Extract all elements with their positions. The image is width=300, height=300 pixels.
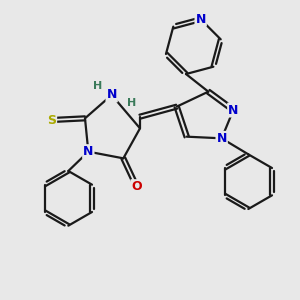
Text: S: S bbox=[47, 113, 56, 127]
Text: H: H bbox=[127, 98, 136, 108]
Text: O: O bbox=[131, 180, 142, 193]
Text: H: H bbox=[93, 81, 102, 91]
Text: N: N bbox=[217, 132, 227, 145]
Text: N: N bbox=[83, 145, 94, 158]
Text: N: N bbox=[106, 88, 117, 101]
Text: N: N bbox=[196, 13, 206, 26]
Text: N: N bbox=[228, 103, 238, 116]
